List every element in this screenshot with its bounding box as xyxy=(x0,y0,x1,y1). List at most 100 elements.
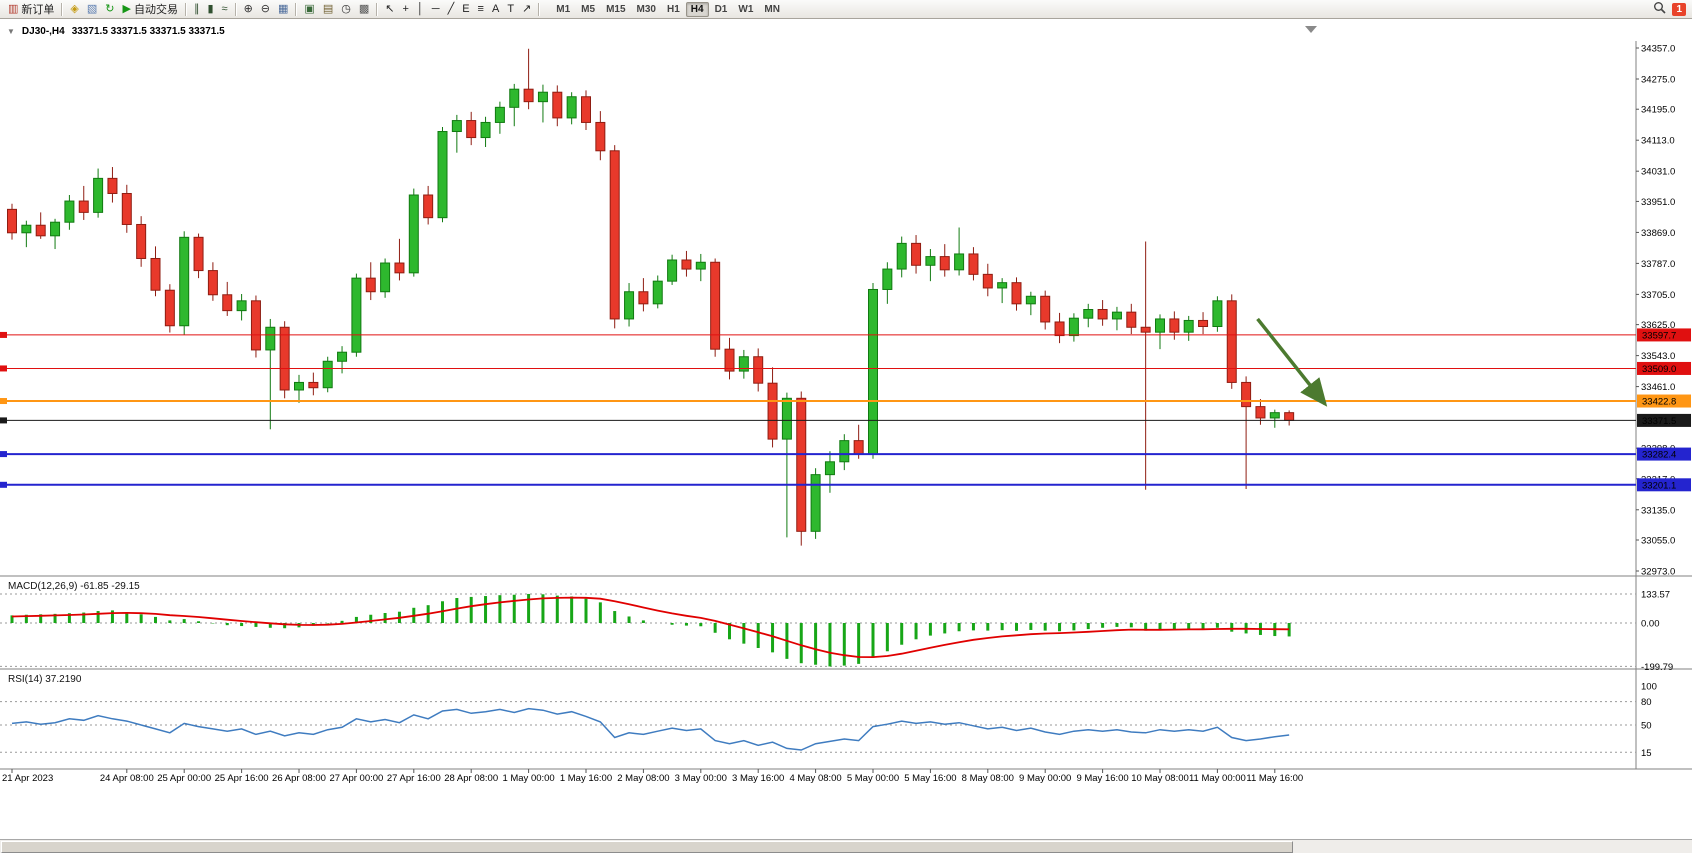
candle-body xyxy=(279,326,290,391)
candle-body xyxy=(939,256,950,271)
crosshair-button[interactable]: + xyxy=(399,1,411,17)
candle-body xyxy=(968,253,979,275)
trendline-button[interactable]: ╱ xyxy=(445,1,458,17)
macd-axis-label: 133.57 xyxy=(1641,589,1670,600)
candle-body xyxy=(552,91,563,119)
candle-body xyxy=(408,194,419,274)
timeframe-h4-button[interactable]: H4 xyxy=(685,1,709,17)
candle-body xyxy=(250,300,261,351)
candle-body xyxy=(322,360,333,389)
price-level-label-text: 33509.0 xyxy=(1642,364,1676,375)
candle-body xyxy=(1198,319,1209,328)
candle-body xyxy=(609,150,620,320)
price-level-label-text: 33201.1 xyxy=(1642,480,1676,491)
vertical-line-button[interactable]: │ xyxy=(414,1,427,17)
candle-body xyxy=(624,291,635,320)
equidistant-channel-button[interactable]: E xyxy=(459,1,472,17)
rsi-panel: 100 80 50 15 RSI(14) 37.2190 xyxy=(0,674,1657,759)
candle-body xyxy=(581,96,591,123)
timeframe-m30-button[interactable]: M30 xyxy=(636,3,656,15)
navigator-button[interactable]: ▧ xyxy=(84,1,100,17)
timeframe-h1-button[interactable]: H1 xyxy=(666,3,680,15)
refresh-button[interactable]: ↻ xyxy=(102,1,117,17)
candle-body xyxy=(50,221,61,237)
candle-body xyxy=(1169,318,1180,333)
timeframe-d1-button[interactable]: D1 xyxy=(714,3,728,15)
new-order-button[interactable]: ▥ 新订单 xyxy=(5,1,57,17)
candle-body xyxy=(509,88,520,108)
time-axis-label: 26 Apr 08:00 xyxy=(272,773,326,784)
autotrading-icon: ▶ xyxy=(122,2,131,15)
profiles-button[interactable]: ▤ xyxy=(320,1,336,17)
candle-body xyxy=(523,88,534,103)
candle-body xyxy=(537,91,548,103)
new-chart-button[interactable]: ▣ xyxy=(301,1,317,17)
level-edge-marker xyxy=(0,365,7,372)
candle-body xyxy=(351,277,362,353)
time-axis-label: 5 May 00:00 xyxy=(847,773,899,784)
one-click-trading-arrow[interactable]: ▼ xyxy=(7,27,15,36)
candle-body xyxy=(21,224,32,234)
market-watch-icon: ◈ xyxy=(70,2,79,15)
rsi-axis-label: 100 xyxy=(1641,682,1657,693)
candle-body xyxy=(1111,311,1122,320)
price-axis-label: 33543.0 xyxy=(1641,351,1675,362)
timeframe-w1-button[interactable]: W1 xyxy=(738,3,754,15)
time-axis-label: 27 Apr 16:00 xyxy=(387,773,441,784)
profiles-icon: ▤ xyxy=(322,2,334,15)
new-order-icon: ▥ xyxy=(8,2,19,15)
price-axis-label: 33951.0 xyxy=(1641,197,1675,208)
candle-body xyxy=(164,289,175,327)
zoom-out-button[interactable]: ⊖ xyxy=(258,1,273,17)
line-chart-button[interactable]: ≈ xyxy=(219,1,231,17)
search-icon[interactable] xyxy=(1653,1,1667,17)
time-axis-label: 1 May 16:00 xyxy=(560,773,612,784)
candle-body xyxy=(437,131,448,219)
timeframe-mn-button[interactable]: MN xyxy=(764,3,780,15)
tile-windows-button[interactable]: ▦ xyxy=(275,1,291,17)
timeframe-m15-button[interactable]: M15 xyxy=(606,3,626,15)
candle-body xyxy=(1226,300,1237,383)
price-level-lines[interactable]: 33597.7 33509.0 33422.8 33371.5 33282.4 33201… xyxy=(0,328,1691,492)
zoom-in-button[interactable]: ⊕ xyxy=(241,1,256,17)
trend-arrow-annotation[interactable] xyxy=(1256,317,1328,407)
bars-chart-button[interactable]: ∥ xyxy=(191,1,203,17)
text-button[interactable]: A xyxy=(489,1,502,17)
horizontal-line-button[interactable]: ─ xyxy=(429,1,443,17)
price-level-label-text: 33597.7 xyxy=(1642,330,1676,341)
new-order-button-label: 新订单 xyxy=(21,4,55,16)
scrollbar-thumb[interactable] xyxy=(1,841,1293,853)
candle-body xyxy=(107,177,118,194)
candlestick-chart-button[interactable]: ▮ xyxy=(204,1,216,17)
bars-chart-icon: ∥ xyxy=(193,2,200,15)
price-axis: 34357.0 34275.0 34195.0 34113.0 34031.0 33951… xyxy=(1636,44,1675,578)
candle-body xyxy=(179,236,190,327)
cursor-button[interactable]: ↖ xyxy=(382,1,397,17)
autotrading-button[interactable]: ▶ 自动交易 xyxy=(120,1,181,17)
cursor-icon: ↖ xyxy=(385,2,395,15)
text-label-button[interactable]: T xyxy=(504,1,517,17)
price-axis-label: 34275.0 xyxy=(1641,74,1675,85)
timeframe-m5-button[interactable]: M5 xyxy=(581,3,596,15)
chart-canvas[interactable]: 34357.0 34275.0 34195.0 34113.0 34031.0 33951… xyxy=(0,19,1692,853)
candle-body xyxy=(681,259,692,270)
candle-body xyxy=(896,242,907,270)
candle-body xyxy=(566,96,577,119)
level-edge-marker xyxy=(0,451,7,458)
macd-panel: 133.57 0.00 -199.79 MACD(12,26,9) -61.85 -2… xyxy=(0,581,1673,673)
text-label-icon: T xyxy=(507,2,515,15)
candle-body xyxy=(337,351,348,362)
market-watch-button[interactable]: ◈ xyxy=(67,1,81,17)
candle-body xyxy=(810,474,821,532)
notification-badge[interactable]: 1 xyxy=(1672,2,1686,16)
level-edge-marker xyxy=(0,417,7,424)
zoom-out-icon: ⊖ xyxy=(260,2,271,15)
horizontal-scrollbar[interactable] xyxy=(0,839,1692,853)
arrows-button[interactable]: ↗ xyxy=(519,1,534,17)
period-clock-button[interactable]: ◷ xyxy=(338,1,354,17)
fibonacci-button[interactable]: ≡ xyxy=(475,1,487,17)
templates-button[interactable]: ▩ xyxy=(356,1,372,17)
templates-icon: ▩ xyxy=(358,2,370,15)
timeframe-m1-button[interactable]: M1 xyxy=(556,3,571,15)
